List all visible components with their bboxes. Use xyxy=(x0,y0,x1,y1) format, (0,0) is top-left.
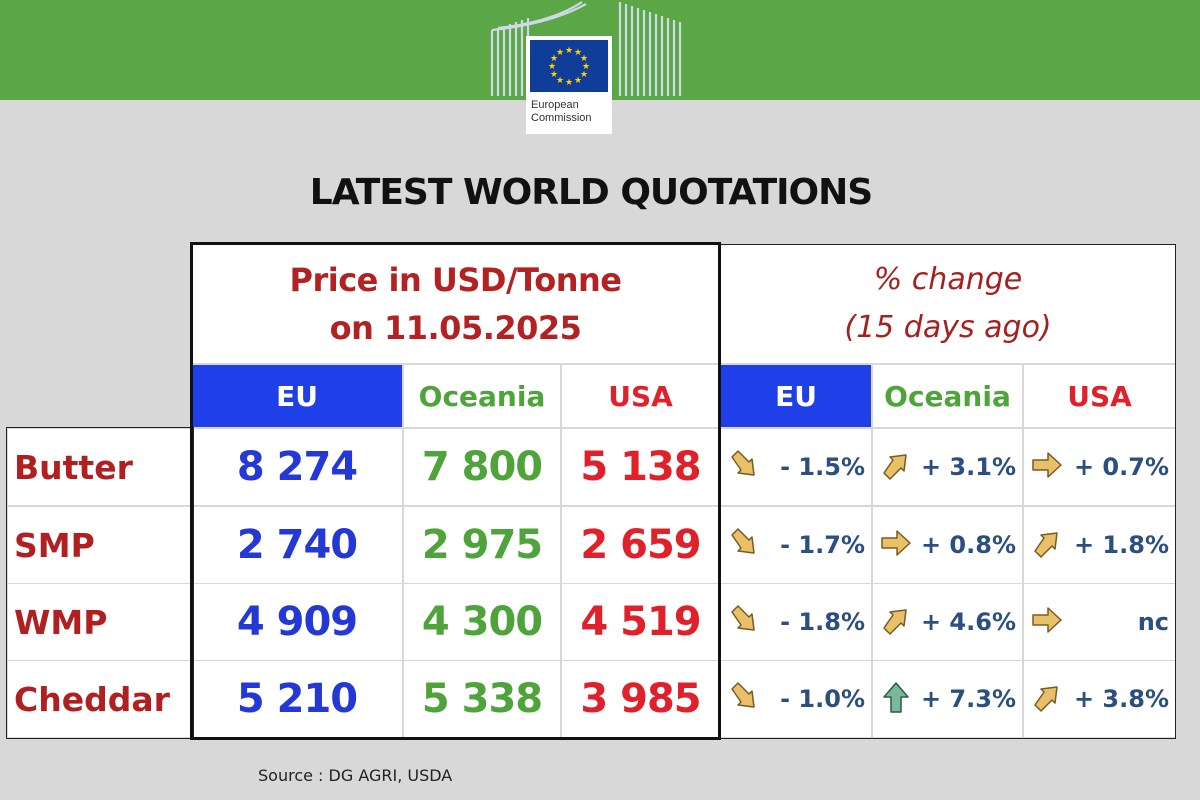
svg-text:★: ★ xyxy=(548,62,556,72)
svg-text:★: ★ xyxy=(565,78,573,88)
arrow-down-right-icon xyxy=(727,603,761,637)
change-cell-smp-usa: + 1.8% xyxy=(1024,507,1175,583)
arrow-down-right-icon xyxy=(727,680,761,714)
arrow-right-icon xyxy=(1030,603,1064,637)
change-value: nc xyxy=(1137,608,1169,636)
svg-text:★: ★ xyxy=(580,54,588,64)
logo-line-1: European xyxy=(531,99,579,111)
change-value: + 4.6% xyxy=(920,608,1016,636)
arrow-up-right-icon xyxy=(1030,680,1064,714)
arrow-right-icon xyxy=(879,526,913,560)
change-col-usa-header: USA xyxy=(1024,365,1175,427)
price-cell-butter-oceania: 7 800 xyxy=(404,429,560,505)
svg-text:★: ★ xyxy=(574,76,582,86)
change-cell-smp-eu: - 1.7% xyxy=(721,507,871,583)
logo-wordmark: European Commission xyxy=(531,99,611,125)
row-label-wmp: WMP xyxy=(8,584,190,660)
price-cell-butter-usa: 5 138 xyxy=(562,429,719,505)
price-cell-cheddar-eu: 5 210 xyxy=(192,661,402,737)
price-col-usa-header: USA xyxy=(562,365,719,427)
arrow-up-right-icon xyxy=(1030,526,1064,560)
change-header-line-1: % change xyxy=(873,261,1023,297)
svg-text:★: ★ xyxy=(582,62,590,72)
price-cell-cheddar-usa: 3 985 xyxy=(562,661,719,737)
price-header-line-2: on 11.05.2025 xyxy=(329,308,582,347)
price-cell-wmp-usa: 4 519 xyxy=(562,584,719,660)
change-cell-butter-usa: + 0.7% xyxy=(1024,429,1175,505)
price-cell-wmp-eu: 4 909 xyxy=(192,584,402,660)
change-header-line-2: (15 days ago) xyxy=(844,309,1052,345)
price-cell-smp-oceania: 2 975 xyxy=(404,507,560,583)
price-cell-butter-eu: 8 274 xyxy=(192,429,402,505)
change-value: + 3.1% xyxy=(920,453,1016,481)
change-value: + 0.8% xyxy=(920,531,1016,559)
change-header: % change (15 days ago) xyxy=(721,244,1175,363)
change-col-eu-header: EU xyxy=(721,365,871,427)
change-cell-butter-oceania: + 3.1% xyxy=(873,429,1022,505)
row-label-butter: Butter xyxy=(8,429,190,505)
page-title: LATEST WORLD QUOTATIONS xyxy=(309,172,873,213)
change-value: - 1.7% xyxy=(780,531,865,559)
svg-text:★: ★ xyxy=(556,48,564,58)
change-value: - 1.5% xyxy=(780,453,865,481)
change-cell-cheddar-eu: - 1.0% xyxy=(721,661,871,737)
arrow-down-right-icon xyxy=(727,448,761,482)
svg-text:★: ★ xyxy=(580,70,588,80)
row-label-cheddar: Cheddar xyxy=(8,661,190,737)
price-cell-smp-eu: 2 740 xyxy=(192,507,402,583)
change-cell-smp-oceania: + 0.8% xyxy=(873,507,1022,583)
price-col-eu-header: EU xyxy=(192,365,402,427)
arrow-up-right-icon xyxy=(879,603,913,637)
svg-text:★: ★ xyxy=(550,70,558,80)
svg-text:★: ★ xyxy=(565,46,573,56)
price-cell-cheddar-oceania: 5 338 xyxy=(404,661,560,737)
change-value: + 0.7% xyxy=(1073,453,1169,481)
european-commission-logo: ★ ★ ★ ★ ★ ★ ★ ★ ★ ★ ★ ★ xyxy=(490,0,682,134)
source-note: Source : DG AGRI, USDA xyxy=(258,766,453,785)
change-value: + 3.8% xyxy=(1073,685,1169,713)
arrow-right-icon xyxy=(1030,448,1064,482)
arrow-up-right-icon xyxy=(879,448,913,482)
price-col-oceania-header: Oceania xyxy=(404,365,560,427)
change-value: + 7.3% xyxy=(920,685,1016,713)
change-cell-wmp-oceania: + 4.6% xyxy=(873,584,1022,660)
change-cell-cheddar-usa: + 3.8% xyxy=(1024,661,1175,737)
change-value: + 1.8% xyxy=(1073,531,1169,559)
svg-text:★: ★ xyxy=(550,54,558,64)
arrow-down-right-icon xyxy=(727,526,761,560)
change-col-oceania-header: Oceania xyxy=(873,365,1022,427)
price-cell-smp-usa: 2 659 xyxy=(562,507,719,583)
svg-text:★: ★ xyxy=(556,76,564,86)
change-cell-cheddar-oceania: + 7.3% xyxy=(873,661,1022,737)
change-value: - 1.0% xyxy=(780,685,865,713)
price-header: Price in USD/Tonne on 11.05.2025 xyxy=(192,244,719,363)
change-value: - 1.8% xyxy=(780,608,865,636)
svg-text:★: ★ xyxy=(574,48,582,58)
price-header-line-1: Price in USD/Tonne xyxy=(289,260,622,299)
arrow-up-green-icon xyxy=(879,680,913,714)
change-cell-wmp-eu: - 1.8% xyxy=(721,584,871,660)
logo-line-2: Commission xyxy=(531,112,592,124)
price-cell-wmp-oceania: 4 300 xyxy=(404,584,560,660)
change-cell-wmp-usa: nc xyxy=(1024,584,1175,660)
row-label-smp: SMP xyxy=(8,507,190,583)
change-cell-butter-eu: - 1.5% xyxy=(721,429,871,505)
